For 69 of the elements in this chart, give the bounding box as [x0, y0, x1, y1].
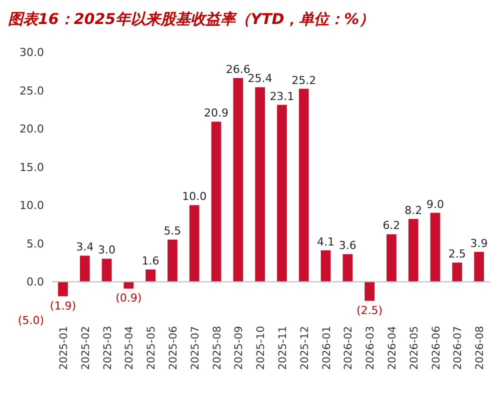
x-tick-label: 2025-05 [146, 326, 158, 370]
y-tick-label: 5.0 [26, 237, 44, 250]
bar [408, 218, 418, 282]
chart-title: 图表16：2025年以来股基收益率（YTD，单位：%） [8, 10, 374, 28]
bar [386, 234, 396, 282]
bar [233, 78, 244, 282]
x-tick-label: 2025-07 [189, 326, 202, 370]
bar [277, 104, 287, 282]
data-label: 1.6 [142, 254, 160, 268]
data-label: 25.2 [292, 74, 316, 87]
y-tick-label: 20.0 [20, 122, 44, 136]
bar [474, 252, 484, 282]
bar [342, 254, 353, 282]
x-tick-label: 2025-04 [124, 326, 136, 370]
x-tick-label: 2025-12 [298, 326, 311, 370]
bar [124, 282, 134, 289]
x-tick-label: 2026-02 [342, 326, 355, 370]
data-label: (1.9) [50, 299, 76, 312]
bar [168, 240, 178, 282]
data-label: 3.4 [76, 240, 94, 254]
data-label: 3.0 [98, 244, 116, 257]
x-tick-label: 2026-05 [408, 326, 420, 370]
y-tick-label: 30.0 [20, 46, 44, 59]
data-label: 2.5 [448, 248, 466, 261]
data-label: 6.2 [382, 219, 400, 232]
bar [298, 88, 309, 282]
bar [189, 205, 200, 282]
x-tick-label: 2026-08 [474, 326, 486, 370]
data-label: (2.5) [356, 304, 383, 317]
data-label: 26.6 [226, 63, 250, 76]
x-tick-label: 2026-06 [430, 326, 442, 370]
y-tick-label: 0.0 [26, 276, 44, 289]
x-tick-label: 2026-03 [364, 326, 377, 370]
data-label: 23.1 [270, 90, 294, 103]
x-tick-label: 2025-06 [167, 326, 180, 370]
bar [211, 122, 222, 282]
x-tick-label: 2025-02 [80, 326, 92, 370]
data-label: 8.2 [404, 204, 422, 217]
y-tick-label: (5.0) [18, 314, 44, 327]
data-label: 9.0 [426, 198, 444, 211]
x-tick-label: 2025-10 [255, 326, 268, 370]
x-tick-label: 2025-08 [211, 326, 224, 370]
bar [102, 258, 112, 282]
bar [430, 212, 440, 282]
data-label: 5.5 [164, 224, 182, 238]
x-tick-label: 2025-01 [58, 326, 70, 370]
x-tick-label: 2025-03 [102, 326, 114, 370]
bar [364, 282, 374, 301]
x-tick-label: 2026-01 [320, 326, 333, 370]
x-tick-label: 2026-07 [452, 326, 464, 370]
data-label: 20.9 [204, 106, 228, 120]
y-tick-label: 25.0 [20, 84, 44, 98]
data-label: (0.9) [116, 292, 142, 305]
bar [452, 262, 462, 282]
x-tick-label: 2025-11 [276, 326, 289, 370]
bar [80, 256, 90, 282]
bar [58, 282, 68, 296]
data-label: 3.9 [470, 236, 488, 250]
bar [320, 250, 331, 282]
data-label: 25.4 [248, 72, 272, 86]
data-label: 3.6 [338, 239, 356, 252]
bar [255, 87, 265, 282]
y-tick-label: 15.0 [20, 160, 44, 174]
data-label: 10.0 [182, 190, 207, 204]
bar [146, 269, 156, 282]
y-tick-label: 10.0 [20, 199, 44, 212]
x-tick-label: 2026-04 [386, 326, 398, 370]
x-tick-label: 2025-09 [233, 326, 246, 370]
data-label: 4.1 [317, 235, 334, 248]
